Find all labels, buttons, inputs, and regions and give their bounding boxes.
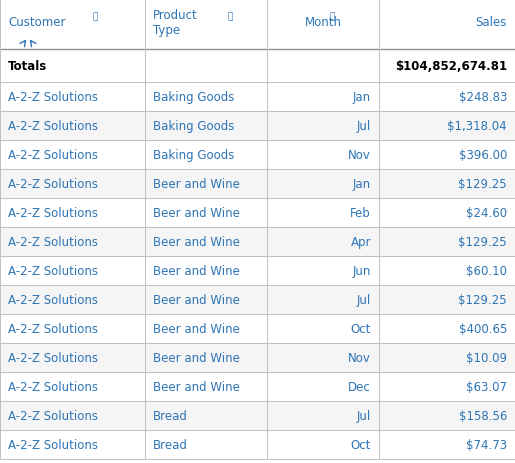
- Text: $129.25: $129.25: [458, 294, 507, 307]
- Text: Bread: Bread: [153, 409, 188, 422]
- Text: $400.65: $400.65: [459, 322, 507, 335]
- Text: A-2-Z Solutions: A-2-Z Solutions: [8, 178, 98, 191]
- Text: Beer and Wine: Beer and Wine: [153, 322, 240, 335]
- Text: A-2-Z Solutions: A-2-Z Solutions: [8, 149, 98, 162]
- Text: 🔍: 🔍: [92, 13, 98, 21]
- Text: A-2-Z Solutions: A-2-Z Solutions: [8, 438, 98, 451]
- Text: A-2-Z Solutions: A-2-Z Solutions: [8, 236, 98, 249]
- Text: Customer: Customer: [8, 17, 65, 30]
- Text: Baking Goods: Baking Goods: [153, 91, 234, 104]
- Text: A-2-Z Solutions: A-2-Z Solutions: [8, 322, 98, 335]
- Text: Bread: Bread: [153, 438, 188, 451]
- Text: Jan: Jan: [353, 178, 371, 191]
- Text: Sales: Sales: [476, 17, 507, 30]
- Text: Beer and Wine: Beer and Wine: [153, 351, 240, 364]
- Text: A-2-Z Solutions: A-2-Z Solutions: [8, 264, 98, 277]
- Text: Totals: Totals: [8, 60, 47, 73]
- Text: $129.25: $129.25: [458, 178, 507, 191]
- Text: Jul: Jul: [357, 120, 371, 133]
- Bar: [0, 112, 515, 141]
- Text: Nov: Nov: [348, 149, 371, 162]
- Text: Baking Goods: Baking Goods: [153, 149, 234, 162]
- Text: $396.00: $396.00: [459, 149, 507, 162]
- Text: $104,852,674.81: $104,852,674.81: [395, 60, 507, 73]
- Text: $24.60: $24.60: [466, 206, 507, 219]
- Text: Beer and Wine: Beer and Wine: [153, 264, 240, 277]
- Bar: [0, 343, 515, 372]
- Text: A-2-Z Solutions: A-2-Z Solutions: [8, 120, 98, 133]
- Text: $63.07: $63.07: [466, 380, 507, 393]
- Bar: [0, 227, 515, 257]
- Text: $158.56: $158.56: [459, 409, 507, 422]
- Text: Jun: Jun: [353, 264, 371, 277]
- Text: $1,318.04: $1,318.04: [448, 120, 507, 133]
- Text: Oct: Oct: [351, 322, 371, 335]
- Text: Beer and Wine: Beer and Wine: [153, 206, 240, 219]
- Text: Month: Month: [304, 17, 341, 30]
- Text: Jul: Jul: [357, 409, 371, 422]
- Text: A-2-Z Solutions: A-2-Z Solutions: [8, 351, 98, 364]
- Text: Dec: Dec: [348, 380, 371, 393]
- Text: Feb: Feb: [350, 206, 371, 219]
- Text: $60.10: $60.10: [466, 264, 507, 277]
- Text: $74.73: $74.73: [466, 438, 507, 451]
- Text: Apr: Apr: [351, 236, 371, 249]
- Text: 🔍: 🔍: [227, 13, 233, 21]
- Text: Baking Goods: Baking Goods: [153, 120, 234, 133]
- Text: A-2-Z Solutions: A-2-Z Solutions: [8, 294, 98, 307]
- Bar: [0, 401, 515, 430]
- Text: Beer and Wine: Beer and Wine: [153, 178, 240, 191]
- Text: Oct: Oct: [351, 438, 371, 451]
- Text: $10.09: $10.09: [466, 351, 507, 364]
- Text: $129.25: $129.25: [458, 236, 507, 249]
- Text: Nov: Nov: [348, 351, 371, 364]
- Text: Jul: Jul: [357, 294, 371, 307]
- Text: Jan: Jan: [353, 91, 371, 104]
- Text: A-2-Z Solutions: A-2-Z Solutions: [8, 206, 98, 219]
- Text: $248.83: $248.83: [459, 91, 507, 104]
- Text: Beer and Wine: Beer and Wine: [153, 236, 240, 249]
- Text: Beer and Wine: Beer and Wine: [153, 294, 240, 307]
- Text: Product
Type: Product Type: [153, 9, 198, 37]
- Text: Beer and Wine: Beer and Wine: [153, 380, 240, 393]
- Text: A-2-Z Solutions: A-2-Z Solutions: [8, 409, 98, 422]
- Text: A-2-Z Solutions: A-2-Z Solutions: [8, 380, 98, 393]
- Bar: [0, 285, 515, 314]
- Text: 🔍: 🔍: [329, 13, 335, 21]
- Bar: [0, 169, 515, 199]
- Text: A-2-Z Solutions: A-2-Z Solutions: [8, 91, 98, 104]
